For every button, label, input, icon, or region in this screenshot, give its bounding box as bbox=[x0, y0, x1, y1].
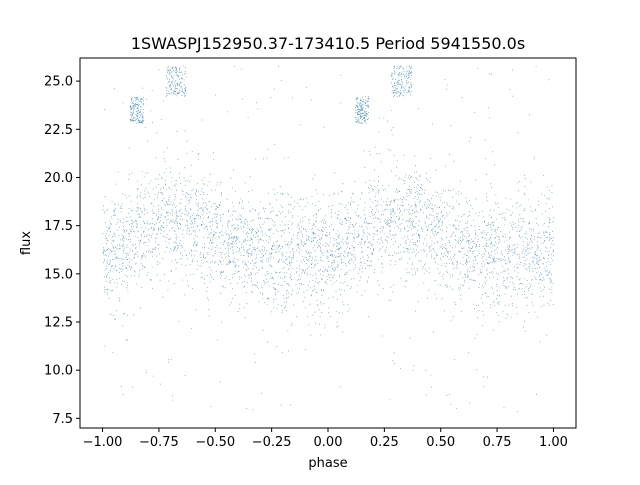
y-tick-label: 12.5 bbox=[44, 316, 73, 331]
x-axis: −1.00 −0.75 −0.50 −0.25 0.00 0.25 0.50 0.75 1.00 bbox=[83, 428, 568, 450]
x-tick-label: 0.00 bbox=[314, 435, 343, 450]
x-tick-label: −1.00 bbox=[83, 435, 123, 450]
y-tick-label: 25.0 bbox=[44, 75, 73, 90]
x-tick-label: 1.00 bbox=[539, 435, 568, 450]
plot-frame bbox=[79, 57, 577, 429]
x-tick-label: 0.75 bbox=[483, 435, 512, 450]
y-tick-label: 15.0 bbox=[44, 267, 73, 282]
y-tick-label: 20.0 bbox=[44, 171, 73, 186]
data-points bbox=[102, 65, 555, 412]
x-axis-label: phase bbox=[308, 456, 347, 471]
x-tick-label: −0.50 bbox=[195, 435, 235, 450]
y-axis: 7.5 10.0 12.5 15.0 17.5 20.0 22.5 25.0 bbox=[44, 75, 80, 427]
x-tick-label: 0.50 bbox=[426, 435, 455, 450]
y-tick-label: 17.5 bbox=[44, 219, 73, 234]
x-tick-label: −0.25 bbox=[252, 435, 292, 450]
y-axis-label: flux bbox=[19, 231, 34, 255]
chart-title: 1SWASPJ152950.37-173410.5 Period 5941550… bbox=[131, 34, 525, 53]
y-tick-label: 10.0 bbox=[44, 364, 73, 379]
x-tick-label: −0.75 bbox=[139, 435, 179, 450]
y-tick-label: 7.5 bbox=[52, 412, 73, 427]
x-tick-label: 0.25 bbox=[370, 435, 399, 450]
scatter-points bbox=[102, 65, 555, 412]
y-tick-label: 22.5 bbox=[44, 123, 73, 138]
